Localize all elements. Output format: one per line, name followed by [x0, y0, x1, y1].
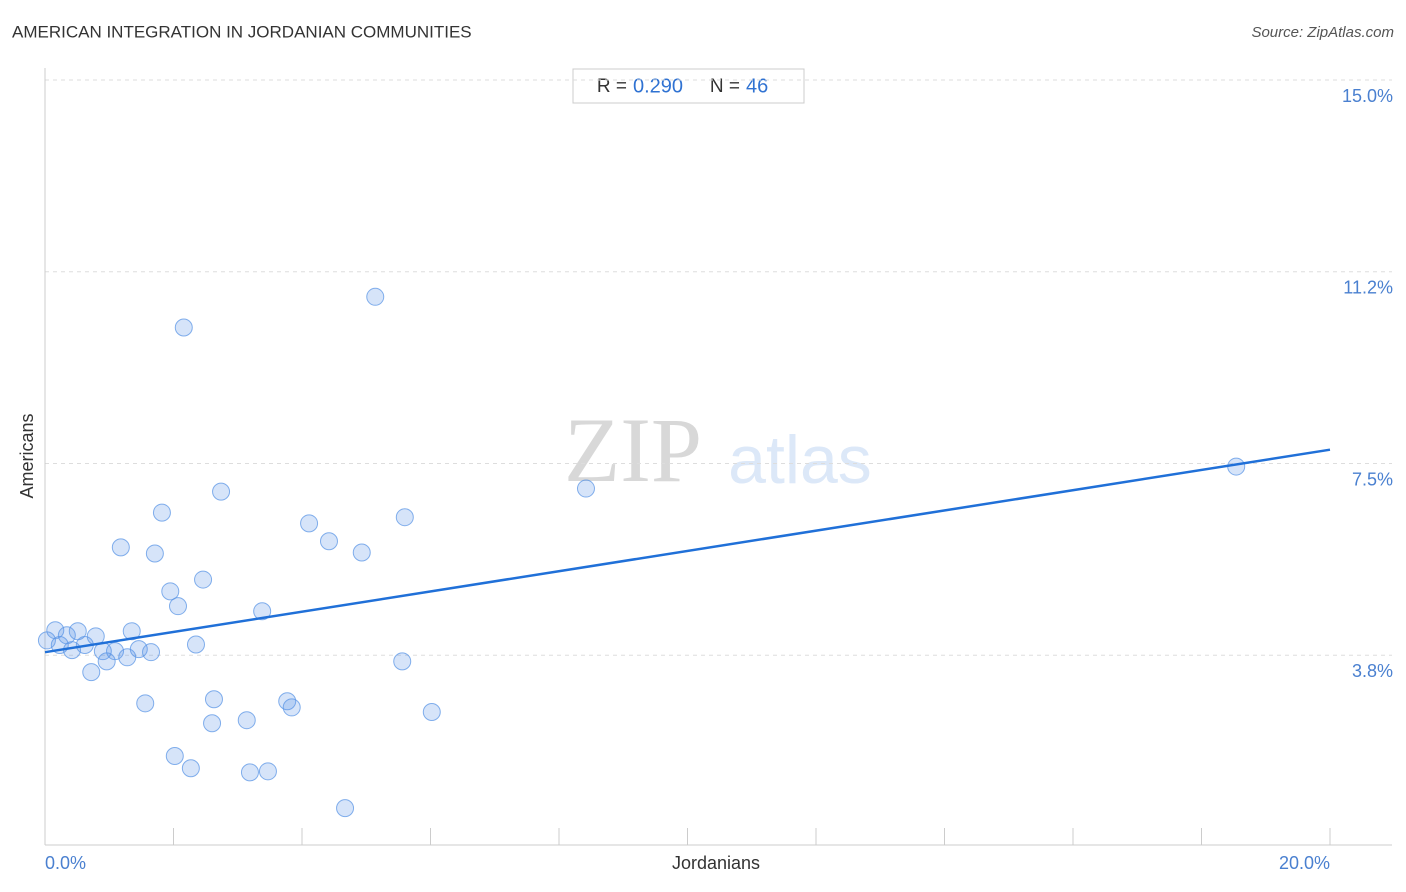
- point: [240, 763, 259, 782]
- point: [194, 570, 213, 589]
- point: [181, 759, 200, 778]
- point: [161, 582, 180, 601]
- x-tick-label: 0.0%: [45, 853, 86, 873]
- point: [174, 318, 193, 337]
- point: [352, 543, 371, 562]
- point: [111, 538, 130, 557]
- watermark: ZIP: [564, 399, 702, 501]
- point: [336, 799, 355, 818]
- point: [282, 698, 301, 717]
- point: [393, 652, 412, 671]
- source: Source: ZipAtlas.com: [1251, 24, 1394, 41]
- y-axis-label: Americans: [17, 413, 37, 498]
- point: [319, 532, 338, 551]
- point: [145, 544, 164, 563]
- n-value: 46: [746, 75, 768, 97]
- r-label: R =: [597, 76, 627, 97]
- r-value: 0.290: [633, 75, 683, 97]
- point: [165, 746, 184, 765]
- point: [300, 514, 319, 533]
- point: [253, 602, 272, 621]
- y-tick-label: 7.5%: [1352, 469, 1393, 489]
- point: [186, 635, 205, 654]
- point: [258, 762, 277, 781]
- point: [203, 714, 222, 733]
- point: [237, 711, 256, 730]
- y-tick-label: 11.2%: [1343, 278, 1393, 298]
- y-tick-label: 15.0%: [1342, 86, 1393, 106]
- x-axis-label: Jordanians: [672, 853, 760, 873]
- point: [142, 643, 161, 662]
- point: [46, 621, 65, 640]
- point: [212, 482, 231, 501]
- chart-title: AMERICAN INTEGRATION IN JORDANIAN COMMUN…: [12, 22, 472, 41]
- point: [395, 508, 414, 527]
- point: [204, 690, 223, 709]
- point: [366, 287, 385, 306]
- stats-box: [572, 68, 805, 104]
- point: [168, 597, 187, 616]
- y-tick-label: 3.8%: [1352, 661, 1393, 681]
- point: [422, 703, 441, 722]
- watermark: atlas: [728, 422, 872, 498]
- n-label: N =: [710, 76, 740, 97]
- x-tick-label: 20.0%: [1279, 853, 1330, 873]
- trend-line: [44, 448, 1331, 654]
- point: [576, 479, 595, 498]
- point: [136, 694, 155, 713]
- point: [152, 503, 171, 522]
- point: [82, 663, 101, 682]
